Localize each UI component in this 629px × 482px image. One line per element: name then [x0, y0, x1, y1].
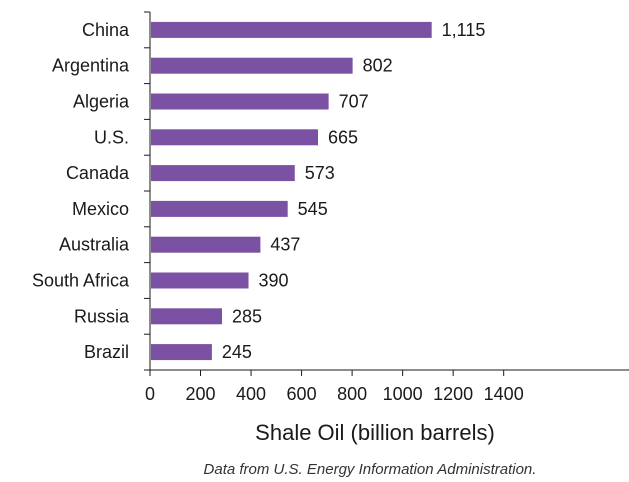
bar: [151, 273, 249, 289]
value-label: 545: [298, 199, 328, 219]
value-label: 665: [328, 127, 358, 147]
category-label: Russia: [74, 306, 130, 326]
value-label: 573: [305, 163, 335, 183]
value-label: 1,115: [442, 20, 486, 40]
x-tick-label: 200: [186, 384, 216, 404]
x-tick-label: 600: [287, 384, 317, 404]
value-label: 802: [363, 56, 393, 76]
value-label: 245: [222, 342, 252, 362]
bar: [151, 94, 329, 110]
x-tick-label: 800: [337, 384, 367, 404]
category-label: Brazil: [84, 342, 129, 362]
x-axis-label: Shale Oil (billion barrels): [255, 420, 495, 445]
category-label: Canada: [66, 163, 130, 183]
category-label: Mexico: [72, 199, 129, 219]
x-tick-label: 400: [236, 384, 266, 404]
source-note: Data from U.S. Energy Information Admini…: [204, 461, 537, 478]
x-tick-label: 1400: [484, 384, 524, 404]
category-label: U.S.: [94, 127, 129, 147]
category-label: South Africa: [32, 271, 130, 291]
x-axis-ticks: 0 200 400 600 800 1000 1200 1400: [145, 370, 524, 404]
category-label: Argentina: [52, 56, 130, 76]
y-axis-ticks: [144, 12, 150, 370]
bar: [151, 165, 295, 181]
category-label: Algeria: [73, 92, 130, 112]
bar: [151, 201, 288, 217]
x-tick-label: 0: [145, 384, 155, 404]
bar: [151, 237, 260, 253]
category-label: China: [82, 20, 130, 40]
value-label: 707: [339, 92, 369, 112]
x-tick-label: 1200: [433, 384, 473, 404]
bar: [151, 22, 432, 38]
bar: [151, 58, 353, 74]
value-label: 285: [232, 306, 262, 326]
bar: [151, 308, 222, 324]
value-label: 390: [259, 271, 289, 291]
bar: [151, 129, 318, 145]
value-label: 437: [270, 235, 300, 255]
category-label: Australia: [59, 235, 130, 255]
category-labels: China Argentina Algeria U.S. Canada Mexico Aus…: [32, 20, 130, 362]
x-tick-label: 1000: [383, 384, 423, 404]
bar: [151, 344, 212, 360]
